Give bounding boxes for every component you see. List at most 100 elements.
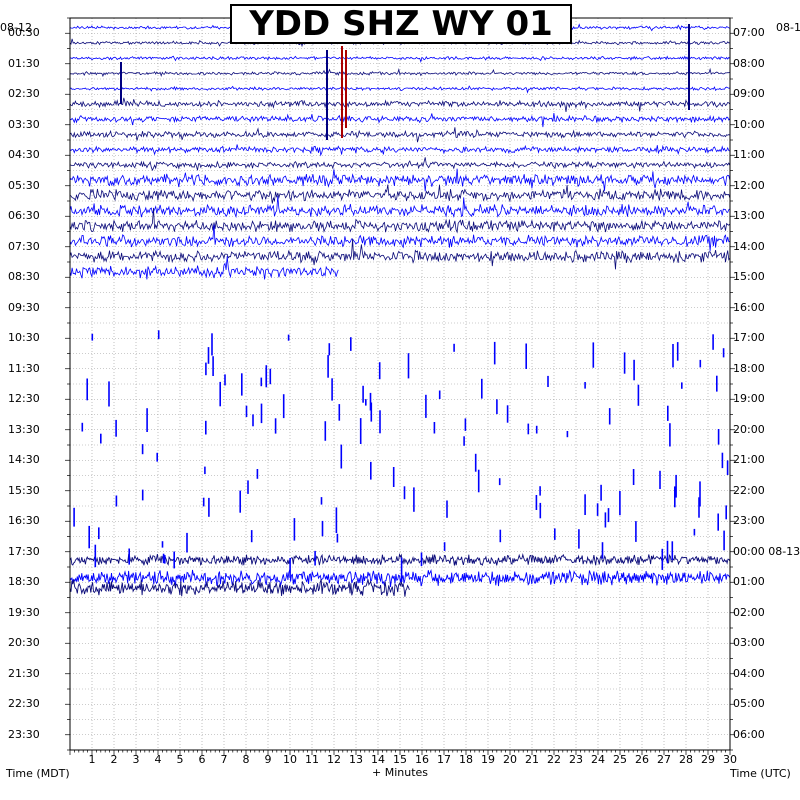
right-time-label: 19:00 — [733, 392, 765, 406]
left-time-label: 02:30 — [8, 87, 40, 101]
x-tick-label: 22 — [547, 753, 561, 766]
x-tick-label: 28 — [679, 753, 693, 766]
x-tick-label: 8 — [242, 753, 250, 766]
x-tick-label: 27 — [657, 753, 671, 766]
right-time-label: 05:00 — [733, 697, 765, 711]
date-right-label: 08-1 — [776, 21, 800, 34]
trace-line — [69, 207, 731, 234]
left-time-label: 17:30 — [8, 544, 40, 558]
trace-line — [69, 67, 731, 78]
x-tick-label: 13 — [349, 753, 363, 766]
left-time-label: 05:30 — [8, 178, 40, 192]
trace-line — [69, 256, 339, 280]
right-time-label: 16:00 — [733, 300, 765, 314]
x-tick-label: 30 — [723, 753, 737, 766]
right-time-label: 07:00 — [733, 26, 765, 40]
right-time-label: 15:00 — [733, 270, 765, 284]
left-time-label: 03:30 — [8, 117, 40, 131]
x-tick-label: 3 — [132, 753, 140, 766]
right-time-label: 10:00 — [733, 117, 765, 131]
left-time-label: 01:30 — [8, 56, 40, 70]
trace-line — [69, 97, 731, 113]
left-time-label: 00:30 — [8, 26, 40, 40]
left-time-label: 22:30 — [8, 697, 40, 711]
x-tick-label: 18 — [459, 753, 473, 766]
right-time-label: 21:00 — [733, 453, 765, 467]
x-tick-label: 12 — [327, 753, 341, 766]
trace-line — [69, 144, 731, 157]
right-time-label: 12:00 — [733, 178, 765, 192]
left-time-label: 14:30 — [8, 453, 40, 467]
right-time-label: 01:00 — [733, 575, 765, 589]
trace-line — [69, 224, 731, 252]
left-time-label: 07:30 — [8, 239, 40, 253]
noise-band — [69, 579, 410, 597]
left-time-label: 09:30 — [8, 300, 40, 314]
left-time-label: 10:30 — [8, 331, 40, 345]
x-ticks — [65, 17, 735, 755]
left-time-label: 18:30 — [8, 575, 40, 589]
x-tick-label: 21 — [525, 753, 539, 766]
left-time-label: 13:30 — [8, 422, 40, 436]
x-tick-label: 19 — [481, 753, 495, 766]
left-time-label: 11:30 — [8, 361, 40, 375]
right-time-label: 09:00 — [733, 87, 765, 101]
trace-line — [69, 127, 731, 143]
right-time-label: 06:00 — [733, 727, 765, 741]
x-tick-label: 14 — [371, 753, 385, 766]
x-tick-label: 23 — [569, 753, 583, 766]
trace-line — [69, 157, 731, 172]
right-time-label: 20:00 — [733, 422, 765, 436]
left-time-label: 20:30 — [8, 636, 40, 650]
trace-line — [69, 55, 731, 63]
x-tick-label: 24 — [591, 753, 605, 766]
right-time-label: 04:00 — [733, 666, 765, 680]
left-time-label: 21:30 — [8, 666, 40, 680]
x-tick-label: 2 — [110, 753, 118, 766]
x-tick-label: 15 — [393, 753, 407, 766]
x-tick-label: 1 — [88, 753, 96, 766]
right-time-label: 11:00 — [733, 148, 765, 162]
trace-line — [69, 196, 731, 219]
trace-line — [69, 168, 731, 192]
trace-line — [69, 184, 731, 204]
left-time-label: 04:30 — [8, 148, 40, 162]
grid-lines — [70, 18, 730, 750]
x-tick-label: 20 — [503, 753, 517, 766]
right-time-label: 18:00 — [733, 361, 765, 375]
x-tick-label: 6 — [198, 753, 206, 766]
right-time-label: 00:00 08-13 — [733, 544, 800, 558]
x-tick-label: 11 — [305, 753, 319, 766]
x-axis-label: + Minutes — [372, 766, 429, 779]
left-time-label: 08:30 — [8, 270, 40, 284]
x-tick-label: 7 — [220, 753, 228, 766]
right-time-label: 03:00 — [733, 636, 765, 650]
x-tick-label: 25 — [613, 753, 627, 766]
right-time-label: 13:00 — [733, 209, 765, 223]
x-tick-label: 17 — [437, 753, 451, 766]
trace-line — [69, 85, 730, 94]
left-time-label: 19:30 — [8, 605, 40, 619]
right-time-label: 08:00 — [733, 56, 765, 70]
left-time-label: 15:30 — [8, 483, 40, 497]
noise-band — [69, 568, 731, 587]
x-tick-label: 9 — [264, 753, 272, 766]
chart-title: YDD SHZ WY 01 — [230, 4, 572, 44]
left-time-label: 06:30 — [8, 209, 40, 223]
left-time-label: 12:30 — [8, 392, 40, 406]
noise-band — [69, 552, 731, 567]
right-time-label: 22:00 — [733, 483, 765, 497]
right-time-label: 14:00 — [733, 239, 765, 253]
x-tick-label: 5 — [176, 753, 184, 766]
date-left-label: 08-12 — [0, 21, 32, 34]
x-tick-label: 10 — [283, 753, 297, 766]
x-tick-label: 4 — [154, 753, 162, 766]
left-time-label: 23:30 — [8, 727, 40, 741]
trace-line — [69, 238, 731, 270]
x-tick-label: 29 — [701, 753, 715, 766]
right-time-label: 23:00 — [733, 514, 765, 528]
right-time-label: 17:00 — [733, 331, 765, 345]
left-time-label: 16:30 — [8, 514, 40, 528]
x-tick-label: 26 — [635, 753, 649, 766]
